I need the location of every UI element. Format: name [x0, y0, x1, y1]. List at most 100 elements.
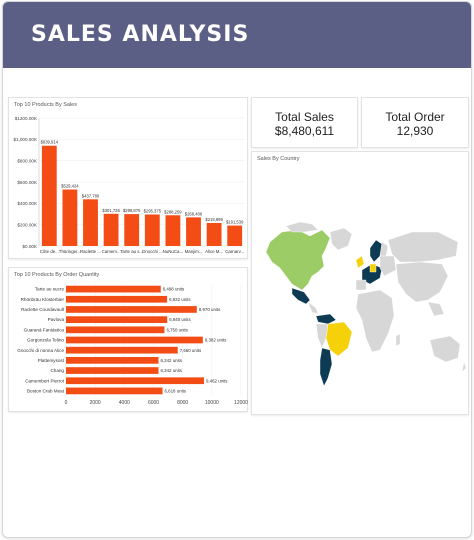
data-label: 6,498 units — [163, 287, 185, 292]
map-mexico — [291, 287, 311, 305]
x-tick-label: 12000 — [234, 400, 248, 406]
bar — [66, 367, 159, 374]
y-tick-label: Boston Crab Meat — [27, 389, 65, 394]
map-southeast-asia — [427, 301, 445, 317]
data-label: $437,780 — [82, 193, 100, 198]
x-tick-label: Côte de... — [40, 249, 59, 254]
total-order-card: Total Order 12,930 — [361, 97, 469, 148]
total-sales-label: Total Sales — [275, 110, 334, 124]
total-order-label: Total Order — [385, 110, 445, 124]
y-tick-label: $1,000.00K — [13, 137, 37, 142]
y-tick-label: $600.00K — [17, 180, 38, 185]
data-label: $529,424 — [61, 184, 79, 189]
data-label: 6,618 units — [165, 389, 187, 394]
y-tick-label: $200.00K — [17, 222, 38, 227]
x-tick-label: Thüringer... — [59, 249, 81, 254]
map-africa — [355, 289, 395, 353]
y-tick-label: $800.00K — [17, 158, 38, 163]
sales-bar-chart: $0.00K $200.00K $400.00K $600.00K $800.00K $1… — [13, 116, 245, 254]
y-tick-label: Chang — [50, 368, 64, 373]
bar — [165, 215, 181, 246]
map-greenland — [329, 227, 353, 251]
y-tick-label: Raclette Courdavault — [21, 307, 65, 312]
data-label: 6,342 units — [160, 368, 182, 373]
x-tick-label: 2000 — [90, 400, 101, 406]
data-label: 9,462 units — [206, 378, 228, 383]
map-australia — [429, 335, 461, 363]
data-label: 6,342 units — [160, 358, 182, 363]
map-south-america-west — [315, 323, 329, 349]
bar — [206, 222, 222, 246]
data-label: $939,914 — [41, 140, 59, 145]
y-tick-label: Tarte au sucre — [35, 287, 65, 292]
y-tick-label: $1200.00K — [15, 116, 38, 121]
sales-chart-panel: Top 10 Products By Sales $0.00K $200.00K $… — [8, 97, 248, 259]
bar — [83, 199, 98, 246]
quantity-chart-title: Top 10 Products By Order Quantity — [14, 272, 100, 278]
map-canada-north — [285, 221, 319, 233]
y-tick-label: Guaraná Fantástica — [24, 327, 65, 332]
data-label: $298,875 — [123, 208, 141, 213]
data-label: 9,382 units — [205, 338, 227, 343]
page-title: SALES ANALYSIS — [31, 22, 250, 47]
data-label: 6,932 units — [169, 297, 191, 302]
bar — [66, 377, 204, 385]
total-sales-value: $8,480,611 — [274, 124, 335, 138]
map-argentina — [319, 347, 333, 387]
map-title: Sales By Country — [257, 156, 300, 162]
data-label: $288,259 — [164, 209, 182, 214]
bar — [66, 357, 159, 364]
x-tick-label: 6000 — [148, 400, 159, 406]
bar — [66, 285, 161, 293]
data-label: 6,750 units — [166, 327, 188, 332]
x-tick-label: Alice M... — [205, 249, 223, 254]
x-tick-label: 4000 — [119, 400, 130, 406]
total-order-value: 12,930 — [396, 124, 434, 138]
map-asia — [395, 261, 449, 303]
data-label: 6,940 units — [169, 317, 191, 322]
map-brazil — [325, 321, 353, 357]
x-tick-label: Raclette ... — [80, 249, 101, 254]
y-tick-label: $400.00K — [17, 201, 38, 206]
bar — [41, 145, 57, 246]
y-tick-label: Pavlova — [48, 317, 65, 322]
x-tick-label: Manjim... — [185, 249, 203, 254]
bar — [103, 213, 119, 246]
sales-chart-title: Top 10 Products By Sales — [14, 102, 77, 108]
map-madagascar — [395, 333, 401, 347]
data-label: $268,406 — [185, 211, 203, 216]
map-new-zealand — [461, 361, 467, 373]
x-tick-label: NuNuCa... — [163, 249, 184, 254]
x-tick-label: Camem... — [102, 249, 121, 254]
data-label: 8,970 units — [199, 307, 221, 312]
map-north-america — [265, 229, 331, 291]
bar — [66, 306, 197, 313]
map-germany — [369, 263, 377, 273]
data-label: $301,726 — [102, 208, 120, 213]
bar — [186, 217, 201, 246]
map-eastern-europe — [379, 255, 397, 277]
x-tick-label: 8000 — [177, 400, 188, 406]
map-central-america — [307, 301, 319, 315]
bar — [124, 214, 140, 246]
bar — [66, 387, 163, 395]
y-tick-label: Gorgonzola Telino — [27, 338, 64, 343]
map-iberia — [355, 279, 367, 291]
dashboard-header: SALES ANALYSIS — [3, 2, 471, 68]
data-label: 7,660 units — [180, 348, 202, 353]
bar — [66, 316, 168, 323]
map-russia — [387, 231, 459, 263]
bar — [66, 336, 203, 344]
map-uk — [355, 255, 365, 269]
x-tick-label: Tarte au s... — [120, 249, 143, 254]
bar — [66, 295, 168, 303]
bar — [66, 326, 165, 334]
y-tick-label: Rhönbräu Klosterbier — [21, 297, 65, 302]
x-tick-label: Carnarv... — [225, 249, 244, 254]
x-tick-label: 0 — [65, 400, 68, 406]
bar — [66, 346, 178, 354]
data-label: $215,899 — [205, 217, 223, 222]
world-map[interactable] — [252, 152, 470, 416]
bar — [62, 189, 78, 246]
